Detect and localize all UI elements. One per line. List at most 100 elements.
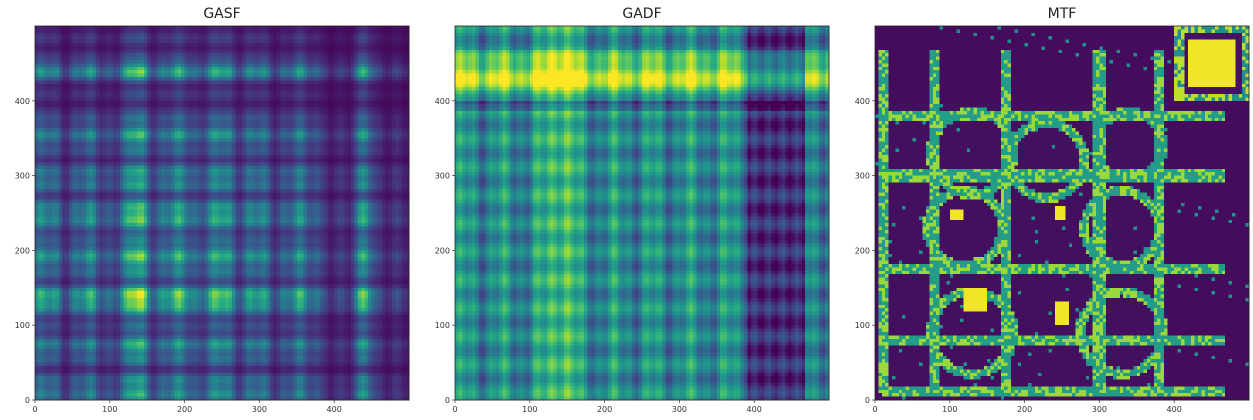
heatmap-cell bbox=[334, 134, 338, 139]
heatmap-cell bbox=[116, 80, 121, 85]
heatmap-cell bbox=[293, 131, 298, 136]
heatmap-cell bbox=[313, 128, 318, 132]
heatmap-cell bbox=[307, 90, 311, 95]
heatmap-cell bbox=[334, 114, 338, 119]
heatmap-cell bbox=[218, 43, 223, 47]
heatmap-cell bbox=[351, 104, 355, 108]
heatmap-cell bbox=[103, 158, 107, 163]
heatmap-cell bbox=[167, 104, 172, 108]
heatmap-cell bbox=[232, 148, 236, 153]
heatmap-cell bbox=[313, 107, 318, 112]
heatmap-cell bbox=[164, 83, 168, 88]
heatmap-cell bbox=[188, 168, 192, 173]
heatmap-cell bbox=[96, 87, 100, 91]
heatmap-cell bbox=[364, 56, 369, 61]
heatmap-cell bbox=[259, 49, 264, 54]
heatmap-cell bbox=[120, 162, 124, 166]
heatmap-cell bbox=[378, 49, 383, 54]
heatmap-cell bbox=[113, 29, 117, 34]
heatmap-cell bbox=[201, 124, 206, 129]
heatmap-cell bbox=[75, 111, 80, 115]
heatmap-cell bbox=[341, 151, 345, 156]
heatmap-cell bbox=[368, 53, 372, 57]
heatmap-cell bbox=[269, 168, 274, 173]
heatmap-cell bbox=[103, 36, 107, 40]
heatmap-cell bbox=[99, 39, 104, 44]
heatmap-cell bbox=[205, 77, 209, 81]
heatmap-cell bbox=[69, 138, 73, 142]
heatmap-cell bbox=[99, 155, 104, 159]
heatmap-cell bbox=[211, 168, 216, 173]
heatmap-cell bbox=[160, 128, 165, 132]
heatmap-cell bbox=[58, 168, 63, 173]
heatmap-cell bbox=[381, 141, 386, 146]
heatmap-cell bbox=[388, 100, 393, 105]
heatmap-cell bbox=[45, 39, 49, 44]
heatmap-cell bbox=[341, 36, 345, 40]
heatmap-cell bbox=[245, 46, 250, 51]
heatmap-cell bbox=[364, 36, 369, 40]
heatmap-cell bbox=[303, 90, 308, 95]
heatmap-cell bbox=[371, 73, 376, 78]
heatmap-cell bbox=[211, 90, 216, 95]
heatmap-cell bbox=[317, 94, 321, 98]
heatmap-cell bbox=[290, 70, 294, 74]
heatmap-cell bbox=[130, 80, 134, 85]
heatmap-cell bbox=[62, 90, 66, 95]
heatmap-cell bbox=[344, 49, 349, 54]
heatmap-cell bbox=[395, 60, 400, 64]
heatmap-cell bbox=[239, 80, 243, 85]
heatmap-cell bbox=[86, 145, 90, 149]
heatmap-cell bbox=[167, 39, 172, 44]
heatmap-cell bbox=[160, 32, 165, 37]
heatmap-cell bbox=[126, 141, 131, 146]
heatmap-cell bbox=[48, 145, 53, 149]
heatmap-cell bbox=[55, 131, 60, 136]
heatmap-cell bbox=[381, 134, 386, 139]
heatmap-cell bbox=[273, 162, 277, 166]
heatmap-cell bbox=[109, 172, 114, 176]
heatmap-cell bbox=[228, 87, 233, 91]
heatmap-cell bbox=[205, 94, 209, 98]
heatmap-cell bbox=[191, 155, 196, 159]
heatmap-cell bbox=[361, 26, 366, 30]
heatmap-cell bbox=[99, 77, 104, 81]
heatmap-cell bbox=[222, 124, 226, 129]
heatmap-cell bbox=[276, 165, 281, 170]
heatmap-cell bbox=[208, 29, 213, 34]
heatmap-cell bbox=[69, 73, 73, 78]
heatmap-cell bbox=[269, 111, 274, 115]
heatmap-cell bbox=[392, 80, 396, 85]
heatmap-cell bbox=[143, 94, 148, 98]
heatmap-cell bbox=[106, 104, 111, 108]
heatmap-cell bbox=[116, 175, 121, 180]
heatmap-cell bbox=[140, 104, 145, 108]
heatmap-cell bbox=[48, 128, 53, 132]
heatmap-cell bbox=[262, 60, 267, 64]
heatmap-cell bbox=[72, 87, 77, 91]
heatmap-cell bbox=[378, 138, 383, 142]
heatmap-cell bbox=[273, 155, 277, 159]
heatmap-cell bbox=[317, 134, 321, 139]
heatmap-cell bbox=[103, 32, 107, 37]
heatmap-cell bbox=[184, 77, 189, 81]
heatmap-cell bbox=[351, 66, 355, 71]
heatmap-cell bbox=[41, 56, 46, 61]
heatmap-cell bbox=[174, 117, 179, 122]
heatmap-cell bbox=[38, 49, 43, 54]
heatmap-cell bbox=[208, 172, 213, 176]
heatmap-cell bbox=[368, 63, 372, 68]
heatmap-cell bbox=[69, 53, 73, 57]
heatmap-cell bbox=[222, 29, 226, 34]
heatmap-cell bbox=[75, 63, 80, 68]
heatmap-cell bbox=[113, 63, 117, 68]
heatmap-cell bbox=[371, 70, 376, 74]
heatmap-cell bbox=[347, 73, 352, 78]
heatmap-cell bbox=[116, 121, 121, 125]
heatmap-cell bbox=[358, 121, 362, 125]
heatmap-cell bbox=[290, 114, 294, 119]
heatmap-cell bbox=[133, 66, 138, 71]
heatmap-cell bbox=[358, 43, 362, 47]
heatmap-cell bbox=[337, 53, 342, 57]
heatmap-cell bbox=[337, 151, 342, 156]
